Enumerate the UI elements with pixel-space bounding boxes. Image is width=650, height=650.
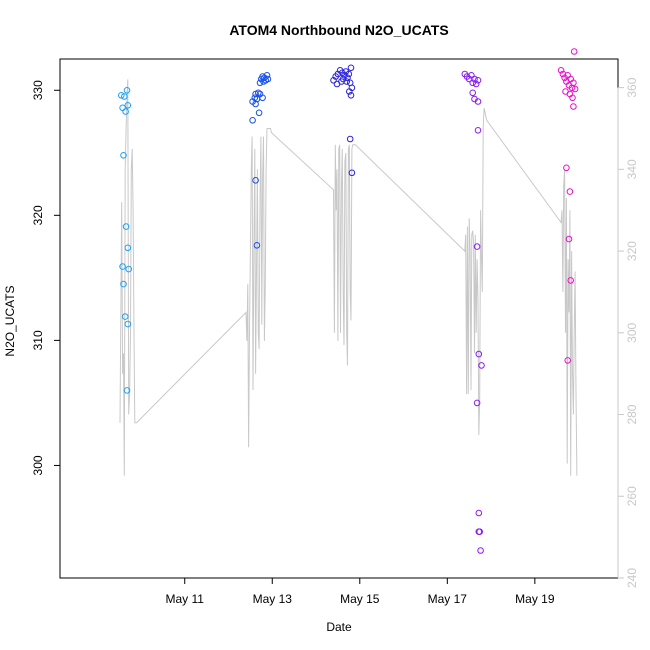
- data-point: [348, 169, 356, 177]
- x-tick-label: May 13: [253, 592, 293, 606]
- data-point: [469, 89, 477, 97]
- series-2: [249, 72, 272, 249]
- data-point: [249, 117, 256, 124]
- data-point: [476, 528, 484, 536]
- data-point: [263, 72, 271, 79]
- data-point: [124, 320, 132, 328]
- data-point: [253, 242, 261, 249]
- y2-tick-label: 320: [625, 241, 639, 261]
- data-point: [345, 70, 353, 78]
- series-3: [330, 64, 356, 177]
- x-tick-label: May 11: [165, 592, 204, 606]
- y-axis-label: N2O_UCATS: [3, 285, 17, 356]
- data-point: [475, 509, 483, 517]
- x-axis-label: Date: [326, 620, 352, 634]
- data-point: [122, 108, 129, 115]
- y-tick-label: 320: [31, 205, 45, 225]
- scatter-points-layer: [118, 48, 579, 554]
- data-point: [563, 164, 570, 172]
- data-point: [565, 235, 573, 243]
- x-tick-label: May 15: [340, 592, 380, 606]
- data-point: [559, 70, 567, 78]
- y2-axis: 240 260 280 300 320 340 360: [617, 77, 639, 588]
- data-point: [473, 243, 481, 250]
- y-tick-label: 300: [31, 455, 45, 475]
- data-point: [118, 92, 125, 99]
- y2-tick-label: 340: [625, 159, 639, 179]
- data-point: [571, 85, 579, 93]
- data-point: [564, 357, 572, 364]
- data-point: [255, 109, 263, 117]
- data-point: [256, 79, 264, 87]
- data-point: [474, 98, 482, 105]
- data-point: [474, 127, 482, 134]
- series-1: [118, 87, 132, 394]
- y2-tick-label: 280: [625, 404, 639, 424]
- data-point: [570, 103, 577, 110]
- altitude-line: [119, 79, 578, 476]
- data-point: [121, 313, 129, 320]
- data-point: [570, 48, 578, 55]
- x-tick-label: May 17: [428, 592, 468, 606]
- data-point: [119, 263, 126, 270]
- data-point: [344, 74, 351, 82]
- data-point: [566, 188, 574, 195]
- data-point: [264, 75, 272, 83]
- plot-frame: [59, 58, 619, 579]
- x-axis: May 11 May 13 May 15 May 17 May 19: [165, 577, 555, 606]
- data-point: [567, 277, 575, 284]
- y-tick-label: 310: [31, 330, 45, 350]
- data-point: [475, 350, 483, 358]
- data-point: [120, 152, 127, 159]
- data-point: [346, 135, 354, 143]
- data-point: [478, 362, 485, 369]
- series-4: [461, 70, 485, 554]
- data-point: [122, 223, 130, 230]
- data-point: [472, 80, 480, 88]
- data-point: [346, 88, 353, 95]
- y-axis: 300 310 320 330: [31, 80, 61, 475]
- y2-tick-label: 300: [625, 322, 639, 342]
- data-point: [570, 79, 577, 87]
- data-point: [473, 399, 481, 407]
- chart-title: ATOM4 Northbound N2O_UCATS: [229, 22, 448, 38]
- y2-tick-label: 240: [625, 568, 639, 588]
- data-point: [347, 64, 355, 72]
- altitude-line-layer: [119, 79, 578, 476]
- data-point: [569, 94, 576, 102]
- data-point: [125, 265, 132, 273]
- data-point: [259, 94, 266, 102]
- y2-tick-label: 360: [625, 77, 639, 97]
- data-point: [477, 547, 484, 554]
- data-point: [120, 280, 127, 288]
- data-point: [474, 77, 482, 84]
- data-point: [347, 92, 355, 99]
- data-point: [338, 78, 345, 85]
- x-tick-label: May 19: [515, 592, 555, 606]
- data-point: [252, 177, 259, 184]
- data-point: [469, 79, 477, 87]
- y2-tick-label: 260: [625, 486, 639, 506]
- data-point: [252, 100, 259, 108]
- data-point: [124, 102, 132, 109]
- data-point: [121, 93, 128, 100]
- y-tick-label: 330: [31, 80, 45, 100]
- data-point: [254, 89, 262, 97]
- data-point: [124, 244, 132, 252]
- data-point: [557, 67, 565, 74]
- data-point: [123, 87, 131, 94]
- series-5: [557, 48, 579, 364]
- data-point: [123, 387, 131, 394]
